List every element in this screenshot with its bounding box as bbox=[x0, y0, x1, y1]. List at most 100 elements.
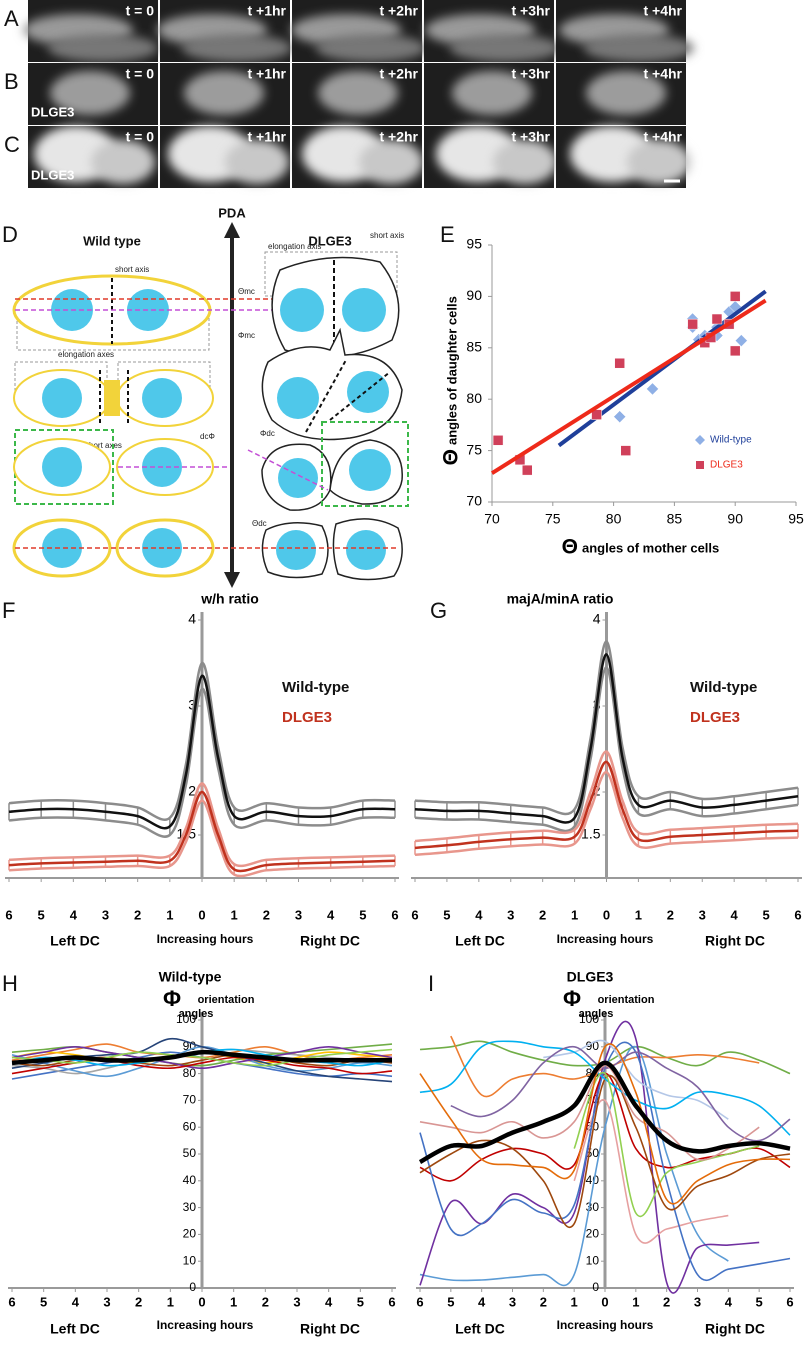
x-tick-label: 3 bbox=[295, 907, 302, 922]
nucleus bbox=[278, 458, 318, 498]
y-axis-label: orientation bbox=[598, 994, 655, 1006]
x-tick-label: 6 bbox=[794, 907, 801, 922]
time-label: t +4hr bbox=[643, 129, 682, 145]
x-tick-label: 5 bbox=[40, 1294, 47, 1309]
time-label: t = 0 bbox=[126, 3, 155, 19]
y-tick-label: 90 bbox=[183, 1039, 197, 1053]
x-tick-label: 5 bbox=[38, 907, 45, 922]
x-tick-label: 1 bbox=[166, 907, 173, 922]
nucleus bbox=[347, 371, 389, 413]
time-label: t +2hr bbox=[379, 66, 418, 82]
highlight bbox=[321, 421, 409, 507]
panel-letter: I bbox=[428, 971, 434, 996]
x-tick-label: 3 bbox=[103, 1294, 110, 1309]
y-tick-label: 85 bbox=[466, 339, 482, 355]
x-axis-label: angles of mother cells bbox=[582, 540, 719, 555]
y-axis-symbol: Θ bbox=[440, 449, 463, 465]
x-tick-label: 5 bbox=[357, 1294, 364, 1309]
panel-letter: C bbox=[4, 132, 20, 157]
y-tick-label: 1.5 bbox=[581, 826, 601, 842]
heading: Wild type bbox=[83, 233, 141, 248]
panel-letter: F bbox=[2, 598, 15, 623]
time-label: t +3hr bbox=[511, 129, 550, 145]
x-tick-label: 6 bbox=[411, 907, 418, 922]
error-band-lower bbox=[8, 687, 396, 838]
diagram: D Wild type PDA DLGE3 short axis elongat… bbox=[2, 205, 409, 588]
cell-image bbox=[184, 71, 264, 115]
point bbox=[729, 345, 741, 357]
line bbox=[418, 1060, 791, 1165]
x-tick-label: 6 bbox=[388, 1294, 395, 1309]
legend-marker bbox=[695, 435, 705, 445]
nucleus bbox=[142, 378, 182, 418]
genotype-label: DLGE3 bbox=[31, 104, 74, 119]
line bbox=[8, 674, 396, 830]
point bbox=[620, 445, 632, 456]
y-tick-label: 20 bbox=[183, 1227, 197, 1241]
heading: DLGE3 bbox=[308, 233, 351, 248]
y-tick-label: 10 bbox=[183, 1253, 197, 1267]
point bbox=[711, 313, 723, 325]
time-label: t +3hr bbox=[511, 66, 550, 82]
nucleus bbox=[42, 528, 82, 568]
label: elongation axis bbox=[268, 242, 321, 251]
y-tick-label: 0 bbox=[592, 1280, 599, 1294]
x-tick-label: 3 bbox=[509, 1294, 516, 1309]
nucleus bbox=[42, 447, 82, 487]
point bbox=[687, 318, 698, 330]
nucleus bbox=[280, 288, 324, 332]
y-tick-label: 2 bbox=[188, 783, 196, 799]
line bbox=[419, 1074, 791, 1228]
nucleus bbox=[346, 530, 386, 570]
magenta-axis bbox=[247, 449, 329, 491]
line bbox=[419, 1064, 760, 1161]
x-axis-label: Right DC bbox=[300, 933, 360, 949]
y-tick-label: 100 bbox=[176, 1012, 196, 1026]
x-tick-label: 2 bbox=[540, 1294, 547, 1309]
x-tick-label: 4 bbox=[478, 1294, 486, 1309]
y-tick-label: 10 bbox=[586, 1253, 600, 1267]
x-axis-label: Left DC bbox=[455, 933, 505, 949]
y-tick-label: 60 bbox=[183, 1119, 197, 1133]
x-tick-label: 5 bbox=[443, 907, 450, 922]
cell-image bbox=[225, 140, 289, 184]
time-label: t +1hr bbox=[247, 3, 286, 19]
x-tick-label: 1 bbox=[167, 1294, 174, 1309]
line bbox=[419, 1045, 729, 1287]
x-tick-label: 1 bbox=[632, 1294, 639, 1309]
x-tick-label: 0 bbox=[601, 1294, 608, 1309]
y-tick-label: 20 bbox=[586, 1227, 600, 1241]
y-tick-label: 80 bbox=[466, 390, 482, 406]
line bbox=[11, 1048, 393, 1067]
x-tick-label: 70 bbox=[484, 511, 500, 527]
y-tick-label: 90 bbox=[586, 1039, 600, 1053]
time-label: t = 0 bbox=[126, 129, 155, 145]
legend-label: DLGE3 bbox=[710, 460, 743, 471]
y-tick-label: 95 bbox=[466, 236, 482, 252]
angle-label: Θdc bbox=[252, 519, 267, 528]
panel-letter: B bbox=[4, 69, 19, 94]
x-tick-label: 4 bbox=[70, 907, 78, 922]
angle-label: Θmc bbox=[238, 287, 255, 296]
x-tick-label: 75 bbox=[545, 511, 561, 527]
x-tick-label: 4 bbox=[72, 1294, 80, 1309]
y-axis-label: orientation bbox=[198, 994, 255, 1006]
x-tick-label: 4 bbox=[725, 1294, 733, 1309]
trend-line bbox=[557, 289, 767, 448]
x-tick-label: 1 bbox=[571, 1294, 578, 1309]
x-tick-label: 0 bbox=[198, 1294, 205, 1309]
y-tick-label: 70 bbox=[466, 493, 482, 509]
time-label: t +2hr bbox=[379, 3, 418, 19]
y-tick-label: 50 bbox=[183, 1146, 197, 1160]
x-axis-label: Increasing hours bbox=[157, 1318, 254, 1332]
x-tick-label: 3 bbox=[507, 907, 514, 922]
time-label: t +4hr bbox=[643, 3, 682, 19]
x-axis-label: Left DC bbox=[50, 933, 100, 949]
x-tick-label: 6 bbox=[8, 1294, 15, 1309]
angle-label: dcΦ bbox=[200, 432, 215, 441]
genotype-label: DLGE3 bbox=[31, 167, 74, 182]
time-label: t = 0 bbox=[126, 66, 155, 82]
cell-image bbox=[318, 71, 398, 115]
